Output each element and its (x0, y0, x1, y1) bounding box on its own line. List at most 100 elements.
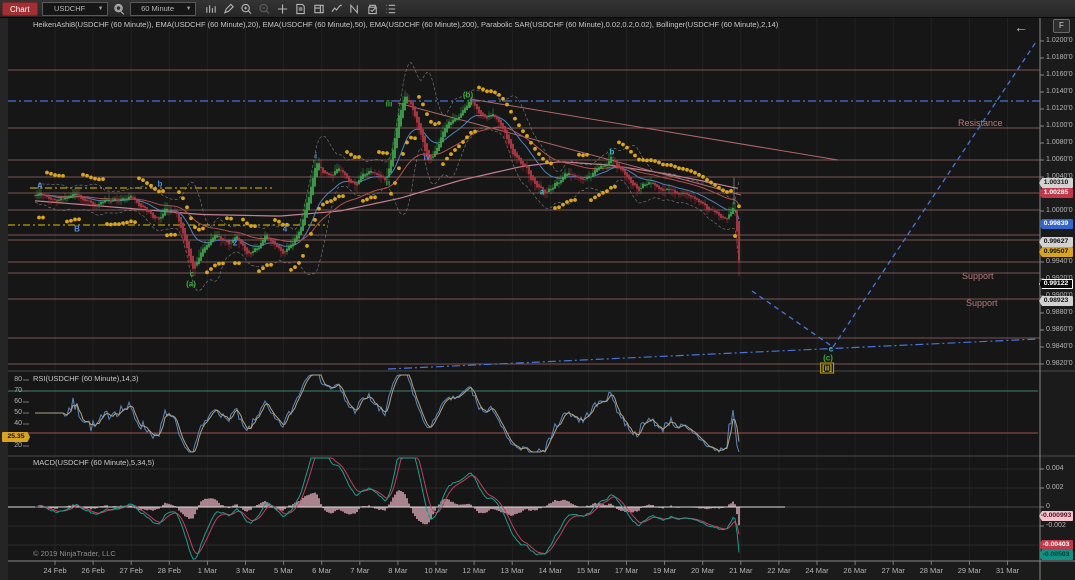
price-marker-badge: -0.000993 (1039, 511, 1073, 521)
wave-label: iii (386, 100, 393, 109)
date-label: 24 Mar (805, 566, 828, 575)
toolbar-icon-group (204, 2, 398, 15)
price-marker-badge: -0.00503 (1039, 550, 1073, 560)
price-tick-label: 1.0000'0 (1046, 207, 1075, 214)
date-label: 26 Feb (81, 566, 104, 575)
wave-label: v (468, 101, 472, 110)
price-tick-label: 0.9940'0 (1046, 258, 1075, 265)
price-tick-label: 0.9840'0 (1046, 343, 1075, 350)
date-label: 8 Mar (388, 566, 407, 575)
rsi-tick-label: 80 (4, 376, 22, 383)
rsi-value-badge: 25.35 (2, 432, 30, 442)
date-label: 21 Mar (729, 566, 752, 575)
wave-label: B (74, 225, 80, 234)
wave-label: [ii] (820, 363, 834, 374)
date-label: 24 Feb (43, 566, 66, 575)
price-marker-badge: -0.00403 (1039, 540, 1073, 550)
wave-label: (c) (823, 354, 833, 363)
price-tick-label: 1.0140'0 (1046, 88, 1075, 95)
list-icon[interactable] (384, 2, 398, 15)
macd-tick-label: 0.002 (1046, 484, 1075, 491)
chart-canvas[interactable] (0, 0, 1075, 580)
zoom-in-icon[interactable] (240, 2, 254, 15)
date-label: 15 Mar (577, 566, 600, 575)
properties-icon[interactable] (366, 2, 380, 15)
instrument-selector[interactable]: USDCHF ▼ (42, 2, 108, 16)
date-label: 28 Mar (920, 566, 943, 575)
macd-panel-label: MACD(USDCHF (60 Minute),5,34,5) (33, 458, 154, 467)
chart-tab[interactable]: Chart (2, 2, 38, 16)
date-label: 10 Mar (424, 566, 447, 575)
wave-label: 4 (283, 225, 287, 234)
wave-label: b (610, 148, 615, 157)
wave-label: A (37, 182, 43, 191)
macd-tick-label: -0.002 (1046, 522, 1075, 529)
wave-label: iv (424, 153, 431, 162)
price-tick-label: 1.0060'0 (1046, 156, 1075, 163)
drawing-tools-icon[interactable] (222, 2, 236, 15)
search-icon[interactable] (112, 2, 126, 15)
price-marker-badge: 1.00310 (1039, 178, 1073, 188)
date-label: 1 Mar (198, 566, 217, 575)
price-tick-label: 1.0080'0 (1046, 139, 1075, 146)
wave-label: (a) (186, 280, 196, 289)
wave-label: i (315, 152, 317, 161)
rsi-tick-label: 40 (4, 420, 22, 427)
rsi-panel-label: RSI(USDCHF (60 Minute),14,3) (33, 374, 138, 383)
copyright-label: © 2019 NinjaTrader, LLC (33, 549, 116, 558)
price-marker-badge: 0.99627 (1039, 237, 1073, 247)
data-series-icon[interactable] (294, 2, 308, 15)
add-icon[interactable] (276, 2, 290, 15)
bar-type-icon[interactable] (204, 2, 218, 15)
wave-label: (b) (463, 91, 473, 100)
indicators-icon[interactable] (330, 2, 344, 15)
price-tick-label: 0.9820'0 (1046, 360, 1075, 367)
chevron-down-icon: ▼ (98, 6, 104, 12)
instrument-value: USDCHF (46, 4, 94, 13)
price-marker-badge: 1.00285 (1039, 188, 1073, 198)
ninjatrader-chart-window: Chart USDCHF ▼ 60 Minute ▼ HeikenAshi8(U… (0, 0, 1075, 580)
wave-label: a (540, 188, 544, 197)
zoom-out-icon[interactable] (258, 2, 272, 15)
wave-label: c (190, 270, 194, 279)
date-label: 3 Mar (236, 566, 255, 575)
date-label: 7 Mar (350, 566, 369, 575)
price-tick-label: 1.0200'0 (1046, 37, 1075, 44)
wave-label: ii (386, 179, 390, 188)
price-marker-badge: 0.99839 (1039, 219, 1073, 229)
price-tick-label: 1.0180'0 (1046, 54, 1075, 61)
zone-label: Support (962, 271, 994, 281)
price-tick-label: 1.0160'0 (1046, 71, 1075, 78)
interval-value: 60 Minute (134, 4, 182, 13)
price-marker-badge: 0.98923 (1039, 296, 1073, 306)
wave-label: b (158, 180, 163, 189)
macd-tick-label: 0 (1046, 503, 1075, 510)
price-marker-badge: 0.99507 (1039, 247, 1073, 257)
rsi-tick-label: 50 (4, 409, 22, 416)
wave-label: c (829, 345, 833, 354)
date-label: 28 Feb (158, 566, 181, 575)
date-label: 14 Mar (539, 566, 562, 575)
date-label: 17 Mar (615, 566, 638, 575)
interval-selector[interactable]: 60 Minute ▼ (130, 2, 196, 16)
price-marker-badge: 0.99122 (1039, 279, 1073, 289)
date-label: 27 Feb (120, 566, 143, 575)
toolbar: Chart USDCHF ▼ 60 Minute ▼ (0, 0, 1075, 18)
date-label: 31 Mar (996, 566, 1019, 575)
indicator-label: HeikenAshi8(USDCHF (60 Minute)), EMA(USD… (33, 20, 778, 29)
chart-trader-icon[interactable] (312, 2, 326, 15)
date-label: 5 Mar (274, 566, 293, 575)
price-tick-label: 1.0120'0 (1046, 105, 1075, 112)
date-label: 19 Mar (653, 566, 676, 575)
zone-label: Support (966, 298, 998, 308)
date-label: 13 Mar (501, 566, 524, 575)
rsi-tick-label: 60 (4, 398, 22, 405)
price-tick-label: 0.9880'0 (1046, 309, 1075, 316)
price-tick-label: 0.9860'0 (1046, 326, 1075, 333)
strategies-icon[interactable] (348, 2, 362, 15)
date-label: 29 Mar (958, 566, 981, 575)
fkey-button[interactable]: F (1053, 19, 1070, 33)
chevron-down-icon: ▼ (186, 6, 192, 12)
back-arrow-icon[interactable]: ← (1014, 20, 1028, 34)
date-label: 6 Mar (312, 566, 331, 575)
